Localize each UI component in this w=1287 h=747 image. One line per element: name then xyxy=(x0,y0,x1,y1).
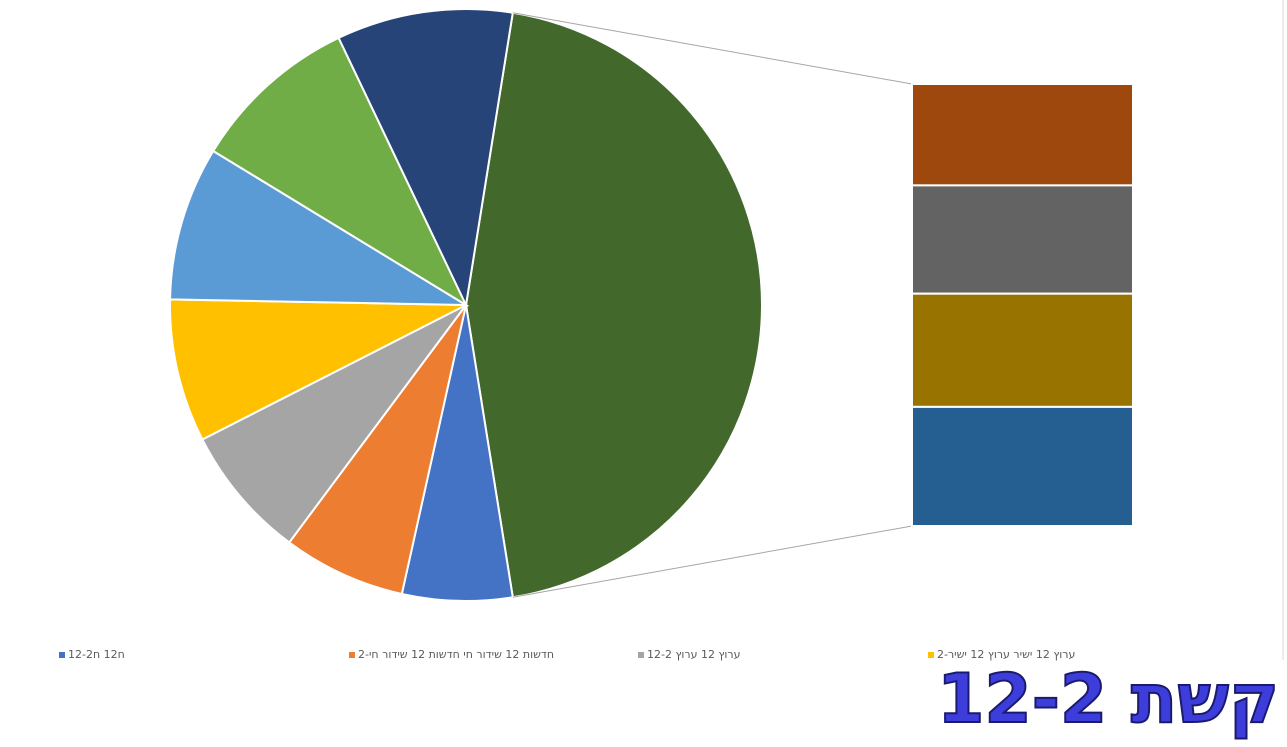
pie-slice xyxy=(287,304,467,596)
bar-segment xyxy=(911,83,1134,187)
watermark: קשת 12-2 xyxy=(936,660,1280,739)
legend-marker xyxy=(638,652,644,658)
legend-label: חדשות 12 שידור חי חדשות 12 שידור חי-2 xyxy=(358,648,554,661)
pie-slice xyxy=(211,36,469,308)
bar-segment xyxy=(911,405,1134,527)
bar-segment xyxy=(911,292,1134,408)
legend-label: ח12 ח12-2 xyxy=(68,648,125,661)
legend-label: ערוץ 12 ישיר ערוץ 12 ישיר-2 xyxy=(937,648,1075,661)
other-slice xyxy=(464,11,763,599)
pie-slice xyxy=(169,149,470,307)
connector xyxy=(512,12,913,85)
legend-label: ערוץ 12 ערוץ 12-2 xyxy=(647,648,741,661)
connector xyxy=(512,525,913,598)
pie-slice xyxy=(337,8,514,309)
pie-slice xyxy=(169,298,467,441)
pie-slice xyxy=(200,304,467,544)
legend-marker xyxy=(59,652,65,658)
bar-segment xyxy=(911,184,1134,295)
legend-marker xyxy=(349,652,355,658)
legend-marker xyxy=(928,652,934,658)
